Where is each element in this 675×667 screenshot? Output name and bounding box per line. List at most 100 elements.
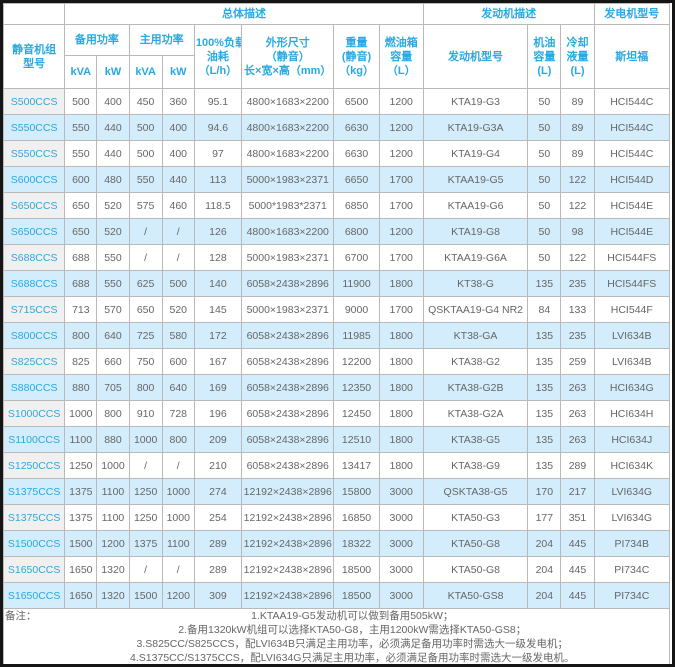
cell-weight: 6800 (333, 218, 380, 245)
cell-model[interactable]: S800CCS (3, 322, 66, 349)
cell-prime-kva: 1500 (128, 582, 163, 609)
cell-model[interactable]: S1000CCS (3, 400, 66, 427)
cell-prime-kw: 360 (161, 88, 195, 115)
notes-label: 备注： (5, 610, 37, 622)
cell-coolant-capacity: 289 (560, 452, 595, 479)
cell-coolant-capacity: 217 (560, 478, 595, 505)
cell-dimensions: 12192×2438×2896 (241, 504, 335, 531)
cell-dimensions: 5000×1983×2371 (241, 166, 335, 193)
cell-model[interactable]: S1500CCS (3, 530, 66, 557)
cell-fuel-consumption: 95.1 (193, 88, 243, 115)
header-tank-line1: 燃油箱 (384, 36, 418, 49)
cell-standby-kva: 1500 (64, 530, 98, 557)
cell-generator-model: HCI544E (593, 192, 671, 219)
cell-model[interactable]: S715CCS (3, 296, 66, 323)
cell-prime-kw: 1000 (161, 504, 195, 531)
cell-model[interactable]: S1100CCS (3, 426, 66, 453)
cell-standby-kva: 1250 (64, 452, 98, 479)
cell-standby-kw: 880 (96, 426, 130, 453)
cell-engine-model: KTA50-GS8 (422, 582, 529, 609)
cell-weight: 11985 (333, 322, 380, 349)
cell-coolant-capacity: 98 (560, 218, 595, 245)
cell-generator-model: HCI544E (593, 218, 671, 245)
cell-prime-kva: 725 (128, 322, 163, 349)
cell-weight: 6630 (333, 114, 380, 141)
cell-engine-model: KTAA19-G5 (422, 166, 529, 193)
header-weight-line1: 重量 (345, 36, 368, 49)
table-row: S688CCS 688 550 625 500 140 6058×2438×2896 1190… (3, 270, 671, 297)
cell-oil-capacity: 177 (527, 504, 562, 531)
cell-dimensions: 6058×2438×2896 (241, 426, 335, 453)
cell-prime-kw: / (161, 556, 195, 583)
cell-engine-model: QSKTAA19-G4 NR2 (422, 296, 529, 323)
header-tank-line2: 容量 (390, 50, 413, 63)
cell-engine-model: KTAA19-G6 (422, 192, 529, 219)
cell-standby-kva: 550 (64, 140, 98, 167)
cell-standby-kw: 640 (96, 322, 130, 349)
cell-dimensions: 12192×2438×2896 (241, 530, 335, 557)
cell-weight: 11900 (333, 270, 380, 297)
cell-fuel-consumption: 145 (193, 296, 243, 323)
cell-model[interactable]: S1650CCS (3, 582, 66, 609)
cell-model[interactable]: S1375CCS (3, 478, 66, 505)
cell-prime-kva: 500 (128, 140, 163, 167)
header-oil-line2: 容量 (533, 50, 556, 63)
cell-fuel-consumption: 94.6 (193, 114, 243, 141)
cell-model[interactable]: S600CCS (3, 166, 66, 193)
table-row: S1100CCS 1100 880 1000 800 209 6058×2438×2896 1… (3, 426, 671, 453)
cell-fuel-tank: 3000 (378, 556, 424, 583)
cell-fuel-tank: 1700 (378, 166, 424, 193)
cell-standby-kw: 1200 (96, 530, 130, 557)
header-standby-kva: kVA (64, 55, 98, 89)
header-fuel-tank: 燃油箱 容量 （L） (378, 24, 424, 89)
cell-oil-capacity: 170 (527, 478, 562, 505)
cell-engine-model: KTA38-G5 (422, 426, 529, 453)
cell-coolant-capacity: 122 (560, 244, 595, 271)
cell-model[interactable]: S1250CCS (3, 452, 66, 479)
cell-prime-kva: 450 (128, 88, 163, 115)
cell-fuel-tank: 3000 (378, 504, 424, 531)
header-group-generator-model: 发电机型号 (593, 3, 671, 25)
cell-model[interactable]: S880CCS (3, 374, 66, 401)
cell-dimensions: 4800×1683×2200 (241, 114, 335, 141)
cell-fuel-tank: 1700 (378, 192, 424, 219)
cell-engine-model: KTA38-G2A (422, 400, 529, 427)
cell-coolant-capacity: 122 (560, 192, 595, 219)
cell-prime-kw: 440 (161, 166, 195, 193)
notes-cell: 备注： 1.KTAA19-G5发动机可以做到备用505kW； 2.备用1320k… (3, 608, 670, 664)
cell-fuel-tank: 1700 (378, 296, 424, 323)
cell-generator-model: HCI544D (593, 166, 671, 193)
table-header: 总体描述 发动机描述 发电机型号 静音机组 型号 备用功率 主用功率 100%负… (3, 3, 671, 89)
table-row: S880CCS 880 705 800 640 169 6058×2438×2896 1235… (3, 374, 671, 401)
cell-model[interactable]: S1650CCS (3, 556, 66, 583)
cell-model[interactable]: S650CCS (3, 192, 66, 219)
cell-dimensions: 5000×1983×2371 (241, 244, 335, 271)
cell-model[interactable]: S550CCS (3, 140, 66, 167)
table-row: S1500CCS 1500 1200 1375 1100 289 12192×2438×28… (3, 530, 671, 557)
cell-prime-kva: 650 (128, 296, 163, 323)
cell-prime-kva: 910 (128, 400, 163, 427)
table-row: S550CCS 550 440 500 400 94.6 4800×1683×2200 663… (3, 114, 671, 141)
cell-engine-model: KTA19-G3 (422, 88, 529, 115)
cell-prime-kw: 728 (161, 400, 195, 427)
cell-model[interactable]: S550CCS (3, 114, 66, 141)
cell-model[interactable]: S500CCS (3, 88, 66, 115)
cell-oil-capacity: 50 (527, 140, 562, 167)
cell-model[interactable]: S688CCS (3, 270, 66, 297)
cell-model[interactable]: S825CCS (3, 348, 66, 375)
cell-engine-model: KTA38-G2B (422, 374, 529, 401)
cell-coolant-capacity: 259 (560, 348, 595, 375)
cell-model[interactable]: S650CCS (3, 218, 66, 245)
cell-prime-kw: 1000 (161, 478, 195, 505)
cell-dimensions: 12192×2438×2896 (241, 478, 335, 505)
cell-model[interactable]: S1375CCS (3, 504, 66, 531)
cell-oil-capacity: 50 (527, 114, 562, 141)
cell-fuel-consumption: 289 (193, 556, 243, 583)
table-row: S688CCS 688 550//128 5000×1983×2371 6700 1700… (3, 244, 671, 271)
cell-dimensions: 12192×2438×2896 (241, 582, 335, 609)
cell-fuel-tank: 1800 (378, 322, 424, 349)
cell-coolant-capacity: 122 (560, 166, 595, 193)
cell-engine-model: KTA19-G4 (422, 140, 529, 167)
cell-weight: 18322 (333, 530, 380, 557)
cell-model[interactable]: S688CCS (3, 244, 66, 271)
